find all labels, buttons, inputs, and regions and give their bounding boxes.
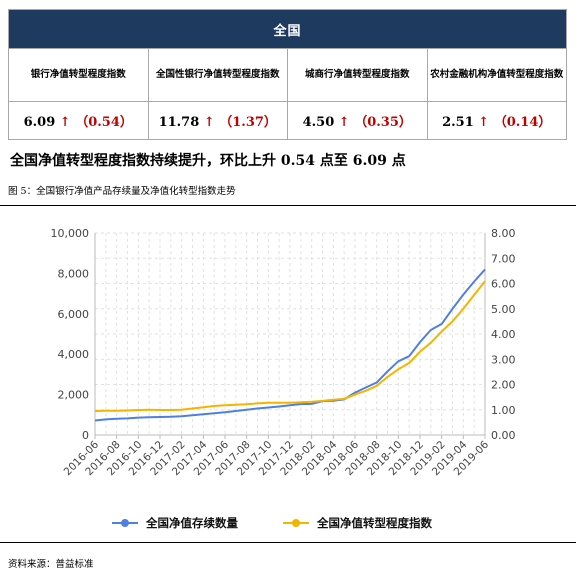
table-cell: 2.51 ↑ （0.14）: [426, 101, 567, 140]
y-left-tick-label: 2,000: [58, 389, 90, 402]
column-header-city-bank-index: 城商行净值转型程度指数: [287, 48, 428, 102]
up-arrow-icon: ↑: [59, 115, 71, 130]
y-right-tick-label: 2.00: [491, 379, 516, 392]
legend-label: 全国净值存续数量: [145, 516, 238, 530]
up-arrow-icon: ↑: [338, 115, 350, 130]
divider-bottom: [0, 542, 576, 543]
up-arrow-icon: ↑: [478, 115, 490, 130]
y-left-tick-label: 4,000: [58, 348, 90, 361]
y-right-tick-label: 0.00: [491, 429, 516, 442]
index-summary-table: 全国 银行净值转型程度指数 全国性银行净值转型程度指数 城商行净值转型程度指数 …: [8, 9, 567, 140]
up-arrow-icon: ↑: [203, 115, 215, 130]
source-note: 资料来源：普益标准: [8, 559, 94, 570]
index-change: （0.35）: [354, 115, 412, 130]
column-header-rural-index: 农村金融机构净值转型程度指数: [426, 48, 567, 102]
figure-title: 图 5：全国银行净值产品存续量及净值化转型指数走势: [8, 186, 236, 197]
table-title: 全国: [8, 9, 567, 49]
y-right-tick-label: 3.00: [491, 353, 516, 366]
table-cell: 4.50 ↑ （0.35）: [287, 101, 428, 140]
table-cell: 6.09 ↑ （0.54）: [8, 101, 149, 140]
series-line-2: [94, 280, 486, 412]
legend-label: 全国净值转型程度指数: [316, 516, 432, 530]
index-change: （0.14）: [493, 115, 552, 130]
y-right-tick-label: 1.00: [491, 404, 516, 417]
index-value: 4.50: [302, 115, 335, 130]
y-right-tick-label: 7.00: [491, 252, 516, 265]
index-value: 2.51: [442, 115, 474, 130]
y-right-tick-label: 4.00: [491, 328, 516, 341]
series-line-1: [94, 268, 486, 422]
y-right-tick-label: 8.00: [491, 227, 516, 240]
index-change: （0.54）: [75, 115, 133, 130]
headline: 全国净值转型程度指数持续提升，环比上升 0.54 点至 6.09 点: [10, 153, 406, 169]
divider-top: [0, 205, 576, 206]
y-right-tick-label: 6.00: [491, 278, 516, 291]
index-value: 6.09: [23, 115, 56, 130]
table-cell: 11.78 ↑ （1.37）: [147, 101, 288, 140]
y-left-tick-label: 10,000: [51, 227, 90, 240]
y-left-tick-label: 0: [82, 429, 89, 442]
index-change: （1.37）: [219, 115, 277, 130]
y-left-tick-label: 8,000: [58, 267, 90, 280]
y-left-tick-label: 6,000: [58, 308, 90, 321]
line-chart: 0.00 1.00 2.00 3.00 4.00 5.00 6.00 7.00 8.00 0 2,0…: [51, 227, 516, 530]
index-value: 11.78: [158, 115, 200, 130]
legend-marker: [292, 519, 300, 527]
column-header-bank-index: 银行净值转型程度指数: [8, 48, 149, 102]
column-header-national-bank-index: 全国性银行净值转型程度指数: [147, 48, 288, 102]
y-right-tick-label: 5.00: [491, 303, 516, 316]
legend-marker: [121, 519, 129, 527]
